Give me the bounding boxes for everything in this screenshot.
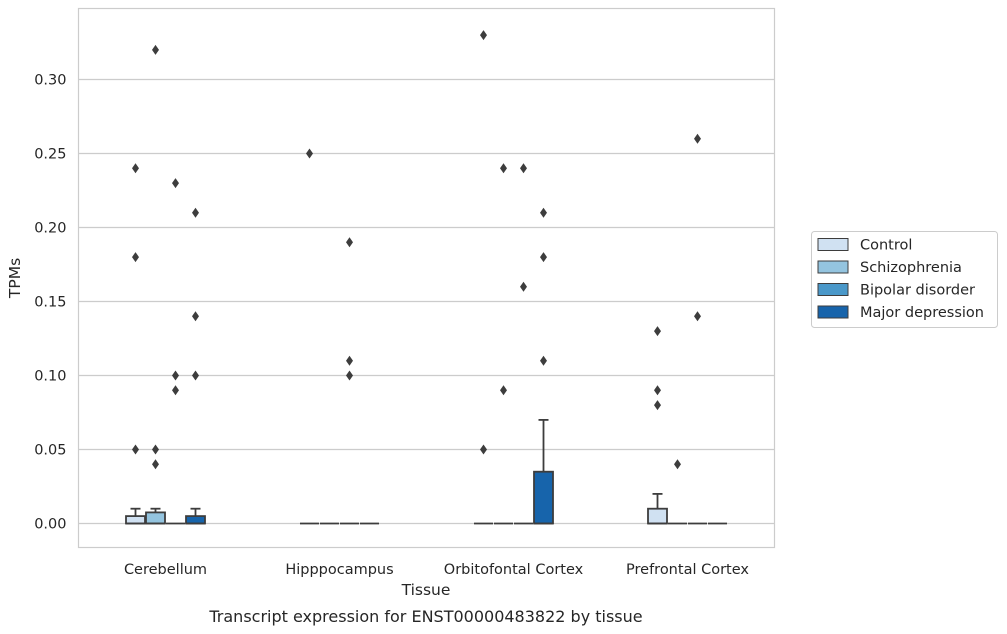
legend-swatch xyxy=(817,238,849,251)
outlier-point xyxy=(540,207,547,218)
box-body xyxy=(647,507,668,525)
box-body xyxy=(125,515,146,525)
y-tick-labels: 0.00 0.05 0.10 0.15 0.20 0.25 0.30 xyxy=(34,73,66,533)
x-tick-labels: Cerebellum Hipppocampus Orbitofontal Corte… xyxy=(124,562,749,578)
y-tick-label: 0.00 xyxy=(34,517,66,533)
outlier-point xyxy=(306,148,313,159)
outlier-point xyxy=(192,311,199,322)
outlier-point xyxy=(192,370,199,381)
outlier-point xyxy=(346,237,353,248)
y-tick-label: 0.30 xyxy=(34,73,66,89)
y-tick-label: 0.20 xyxy=(34,221,66,237)
outlier-point xyxy=(520,281,527,292)
box-body xyxy=(185,515,206,525)
box-bipolar-disorder xyxy=(514,163,533,525)
x-tick-label: Prefrontal Cortex xyxy=(626,562,749,578)
outlier-point xyxy=(694,311,701,322)
outlier-point xyxy=(152,459,159,470)
outlier-point xyxy=(172,385,179,396)
box-bipolar-disorder xyxy=(340,237,359,525)
box-major-depression xyxy=(533,207,554,525)
box-series xyxy=(125,30,727,525)
legend-label: Control xyxy=(860,238,912,254)
outlier-point xyxy=(152,44,159,55)
box-body xyxy=(533,470,554,525)
outlier-point xyxy=(540,355,547,366)
outlier-point xyxy=(480,30,487,41)
box-schizophrenia xyxy=(668,459,687,525)
y-axis-label: TPMs xyxy=(6,258,24,299)
outlier-point xyxy=(654,385,661,396)
x-tick-label: Cerebellum xyxy=(124,562,207,578)
legend-swatch xyxy=(817,305,849,319)
box-body xyxy=(145,511,166,525)
x-axis-label: Tissue xyxy=(401,581,451,599)
outlier-point xyxy=(172,370,179,381)
box-major-depression xyxy=(185,207,206,525)
plot-frame xyxy=(77,7,776,549)
legend-label: Schizophrenia xyxy=(860,260,962,276)
outlier-point xyxy=(132,163,139,174)
outlier-point xyxy=(152,444,159,455)
outlier-point xyxy=(540,252,547,263)
outlier-point xyxy=(132,444,139,455)
outlier-point xyxy=(654,400,661,411)
outlier-point xyxy=(346,370,353,381)
outlier-point xyxy=(192,207,199,218)
legend: Control Schizophrenia Bipolar disorder Majo… xyxy=(811,231,998,328)
outlier-point xyxy=(500,385,507,396)
legend-swatch xyxy=(817,283,849,296)
box-schizophrenia xyxy=(494,163,513,525)
outlier-point xyxy=(694,133,701,144)
outlier-point xyxy=(500,163,507,174)
outlier-point xyxy=(520,163,527,174)
outlier-point xyxy=(172,178,179,189)
outlier-point xyxy=(346,355,353,366)
x-tick-label: Orbitofontal Cortex xyxy=(444,562,584,578)
outlier-point xyxy=(674,459,681,470)
outlier-point xyxy=(480,444,487,455)
box-schizophrenia xyxy=(145,44,166,525)
box-control xyxy=(125,163,146,525)
box-control xyxy=(474,30,493,525)
box-control xyxy=(647,326,668,525)
box-bipolar-disorder xyxy=(688,133,707,525)
y-tick-label: 0.15 xyxy=(34,295,66,311)
box-control xyxy=(300,148,319,525)
y-tick-label: 0.25 xyxy=(34,147,66,163)
outlier-point xyxy=(654,326,661,337)
chart-caption: Transcript expression for ENST0000048382… xyxy=(208,607,642,626)
y-tick-label: 0.10 xyxy=(34,369,66,385)
y-tick-label: 0.05 xyxy=(34,443,66,459)
legend-label: Major depression xyxy=(860,305,984,321)
x-tick-label: Hipppocampus xyxy=(285,562,393,578)
outlier-point xyxy=(132,252,139,263)
box-bipolar-disorder xyxy=(166,178,185,525)
legend-swatch xyxy=(817,260,849,274)
legend-label: Bipolar disorder xyxy=(860,283,975,299)
legend-frame xyxy=(811,231,998,328)
